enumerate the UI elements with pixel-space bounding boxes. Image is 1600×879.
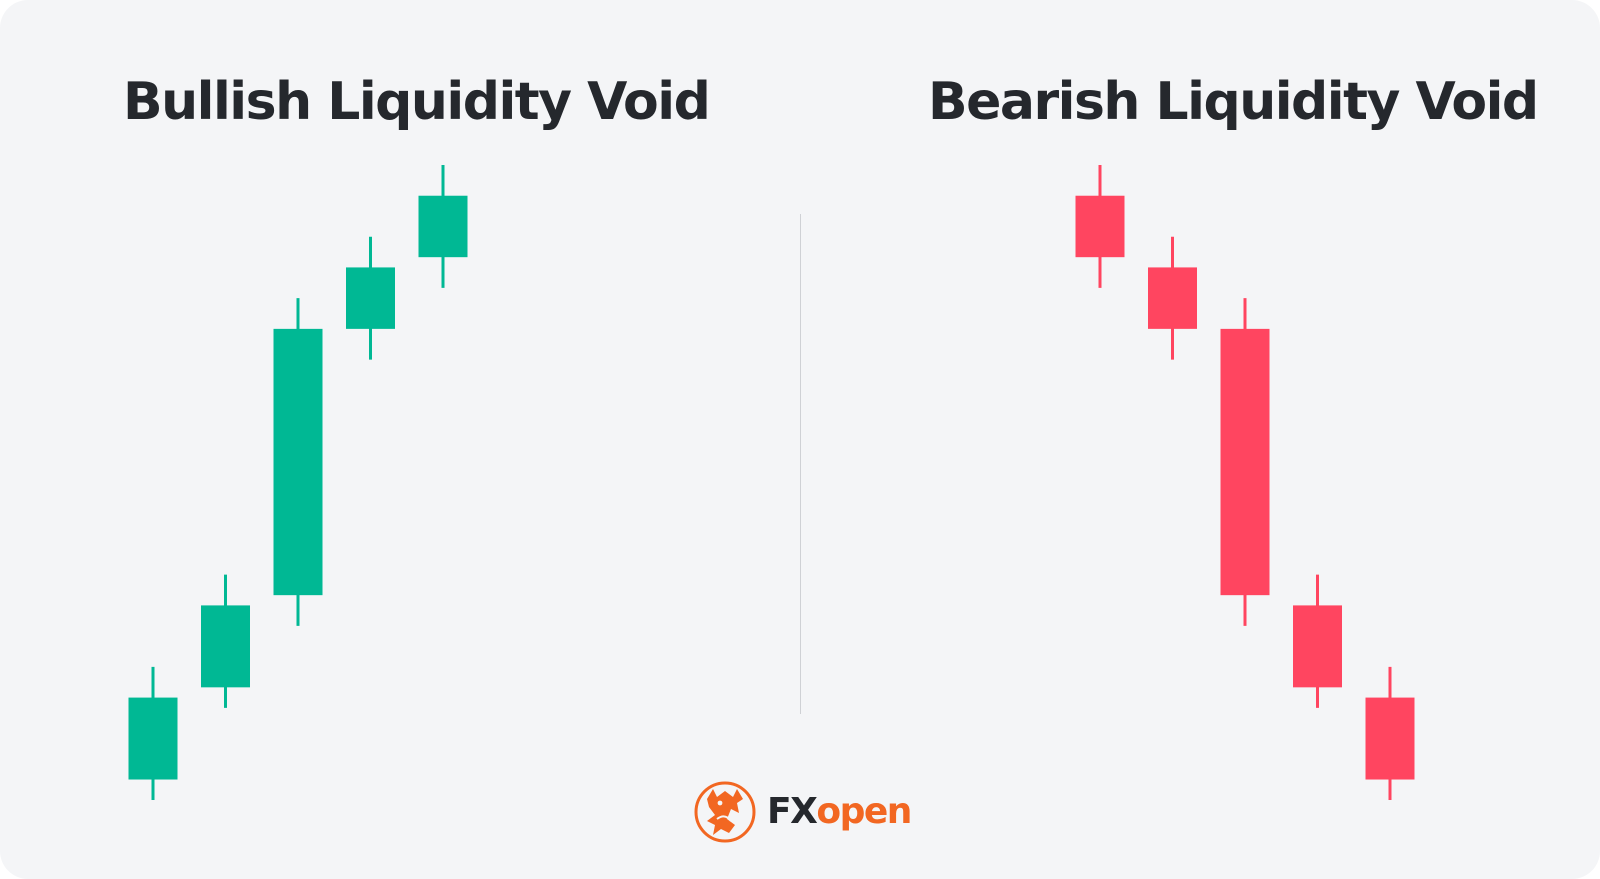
bearish-candle-body	[1293, 605, 1342, 688]
panel-divider	[800, 214, 801, 714]
bearish-candles	[1075, 165, 1415, 800]
logo-text-open: open	[816, 790, 912, 832]
bull-bear-emblem-icon	[694, 781, 756, 843]
bearish-candle-3	[1220, 298, 1270, 626]
bullish-panel-title: Bullish Liquidity Void	[123, 72, 711, 132]
bearish-candle-5	[1365, 666, 1415, 800]
bearish-candle-2	[1148, 236, 1197, 360]
bullish-candle-3	[273, 298, 323, 626]
fxopen-logo: FXopen	[693, 778, 912, 844]
bearish-candle-4	[1293, 574, 1342, 708]
bullish-candle-body	[128, 697, 178, 780]
bullish-candle-body	[273, 328, 323, 596]
bearish-candle-body	[1220, 328, 1270, 596]
bullish-candles	[128, 165, 468, 800]
bullish-candle-body	[201, 605, 250, 688]
bullish-candle-5	[418, 165, 468, 288]
bullish-candle-body	[346, 267, 395, 329]
bullish-candle-2	[201, 574, 250, 708]
logo-text-fx: FX	[767, 790, 818, 832]
bullish-candle-1	[128, 666, 178, 800]
bearish-candle-body	[1365, 697, 1415, 780]
bearish-candle-1	[1075, 165, 1125, 288]
bullish-candle-4	[346, 236, 395, 360]
bullish-candle-body	[418, 195, 468, 258]
logo-wordmark: FXopen	[767, 790, 912, 832]
bearish-candle-body	[1148, 267, 1197, 329]
bearish-panel-title: Bearish Liquidity Void	[928, 72, 1539, 132]
bearish-candle-body	[1075, 195, 1125, 258]
